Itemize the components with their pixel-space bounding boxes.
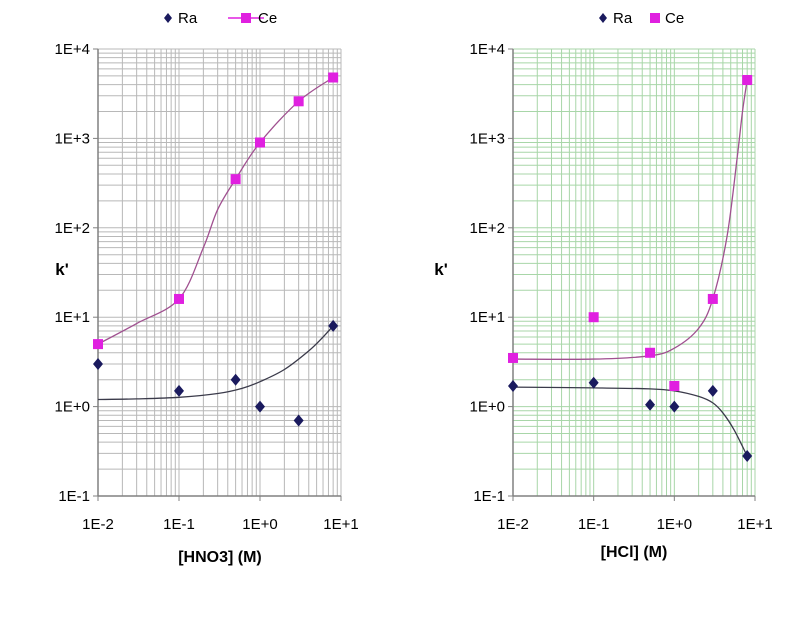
plot-area bbox=[513, 49, 755, 496]
data-point-ce bbox=[645, 347, 656, 358]
y-tick-label: 1E+1 bbox=[470, 309, 505, 326]
x-tick-label: 1E+1 bbox=[737, 516, 772, 533]
data-point-ce bbox=[174, 293, 184, 304]
series-curve-ce bbox=[97, 76, 334, 345]
legend-marker-ce bbox=[650, 13, 660, 23]
legend-label-ce: Ce bbox=[665, 10, 684, 27]
y-tick-label: 1E+3 bbox=[470, 130, 505, 147]
chart-1 bbox=[93, 13, 342, 501]
y-tick-label: 1E+3 bbox=[55, 130, 90, 147]
x-axis-title: [HCl] (M) bbox=[601, 544, 668, 561]
y-tick-label: 1E-1 bbox=[473, 488, 505, 505]
plot-area bbox=[98, 49, 341, 496]
legend-marker-ra bbox=[599, 13, 607, 23]
data-point-ra bbox=[174, 384, 184, 397]
legend-label-ra: Ra bbox=[178, 10, 198, 27]
x-tick-label: 1E+0 bbox=[657, 516, 692, 533]
legend-marker-ra bbox=[164, 13, 172, 23]
data-point-ra bbox=[707, 384, 718, 397]
data-point-ra bbox=[230, 373, 241, 386]
chart-2 bbox=[508, 13, 756, 501]
x-tick-label: 1E+1 bbox=[323, 516, 358, 533]
x-tick-label: 1E-1 bbox=[163, 516, 195, 533]
series-curve-ce bbox=[512, 79, 748, 360]
data-point-ce bbox=[230, 174, 241, 185]
data-point-ra bbox=[508, 379, 518, 392]
data-point-ce bbox=[742, 75, 753, 86]
y-tick-label: 1E+0 bbox=[55, 399, 90, 416]
legend-label-ce: Ce bbox=[258, 10, 277, 27]
x-axis-title: [HNO3] (M) bbox=[178, 549, 262, 566]
data-point-ra bbox=[328, 319, 339, 332]
y-tick-label: 1E+4 bbox=[470, 41, 505, 58]
legend-marker-ce bbox=[241, 13, 251, 23]
data-point-ce bbox=[588, 312, 599, 323]
data-point-ce bbox=[669, 380, 680, 391]
data-point-ce bbox=[255, 137, 265, 148]
data-point-ra bbox=[293, 414, 304, 427]
data-point-ra bbox=[93, 357, 103, 370]
data-point-ce bbox=[707, 293, 718, 304]
data-point-ce bbox=[508, 352, 518, 363]
y-tick-label: 1E+1 bbox=[55, 309, 90, 326]
y-tick-label: 1E+0 bbox=[470, 399, 505, 416]
data-point-ra bbox=[669, 400, 680, 413]
data-point-ra bbox=[255, 400, 265, 413]
data-point-ra bbox=[742, 450, 753, 463]
data-point-ce bbox=[328, 72, 339, 83]
y-tick-label: 1E+2 bbox=[470, 220, 505, 237]
y-tick-label: 1E+2 bbox=[55, 220, 90, 237]
x-tick-label: 1E+0 bbox=[242, 516, 277, 533]
series-curve-ra bbox=[512, 386, 748, 457]
x-tick-label: 1E-2 bbox=[497, 516, 529, 533]
data-point-ce bbox=[93, 339, 103, 350]
x-tick-label: 1E-1 bbox=[578, 516, 610, 533]
data-point-ce bbox=[293, 96, 304, 107]
data-point-ra bbox=[645, 398, 656, 411]
y-tick-label: 1E-1 bbox=[58, 488, 90, 505]
x-tick-label: 1E-2 bbox=[82, 516, 114, 533]
legend-label-ra: Ra bbox=[613, 10, 633, 27]
data-point-ra bbox=[588, 376, 599, 389]
y-axis-title: k' bbox=[55, 260, 69, 279]
y-axis-title: k' bbox=[434, 260, 448, 279]
y-tick-label: 1E+4 bbox=[55, 41, 90, 58]
series-curve-ra bbox=[97, 325, 334, 401]
